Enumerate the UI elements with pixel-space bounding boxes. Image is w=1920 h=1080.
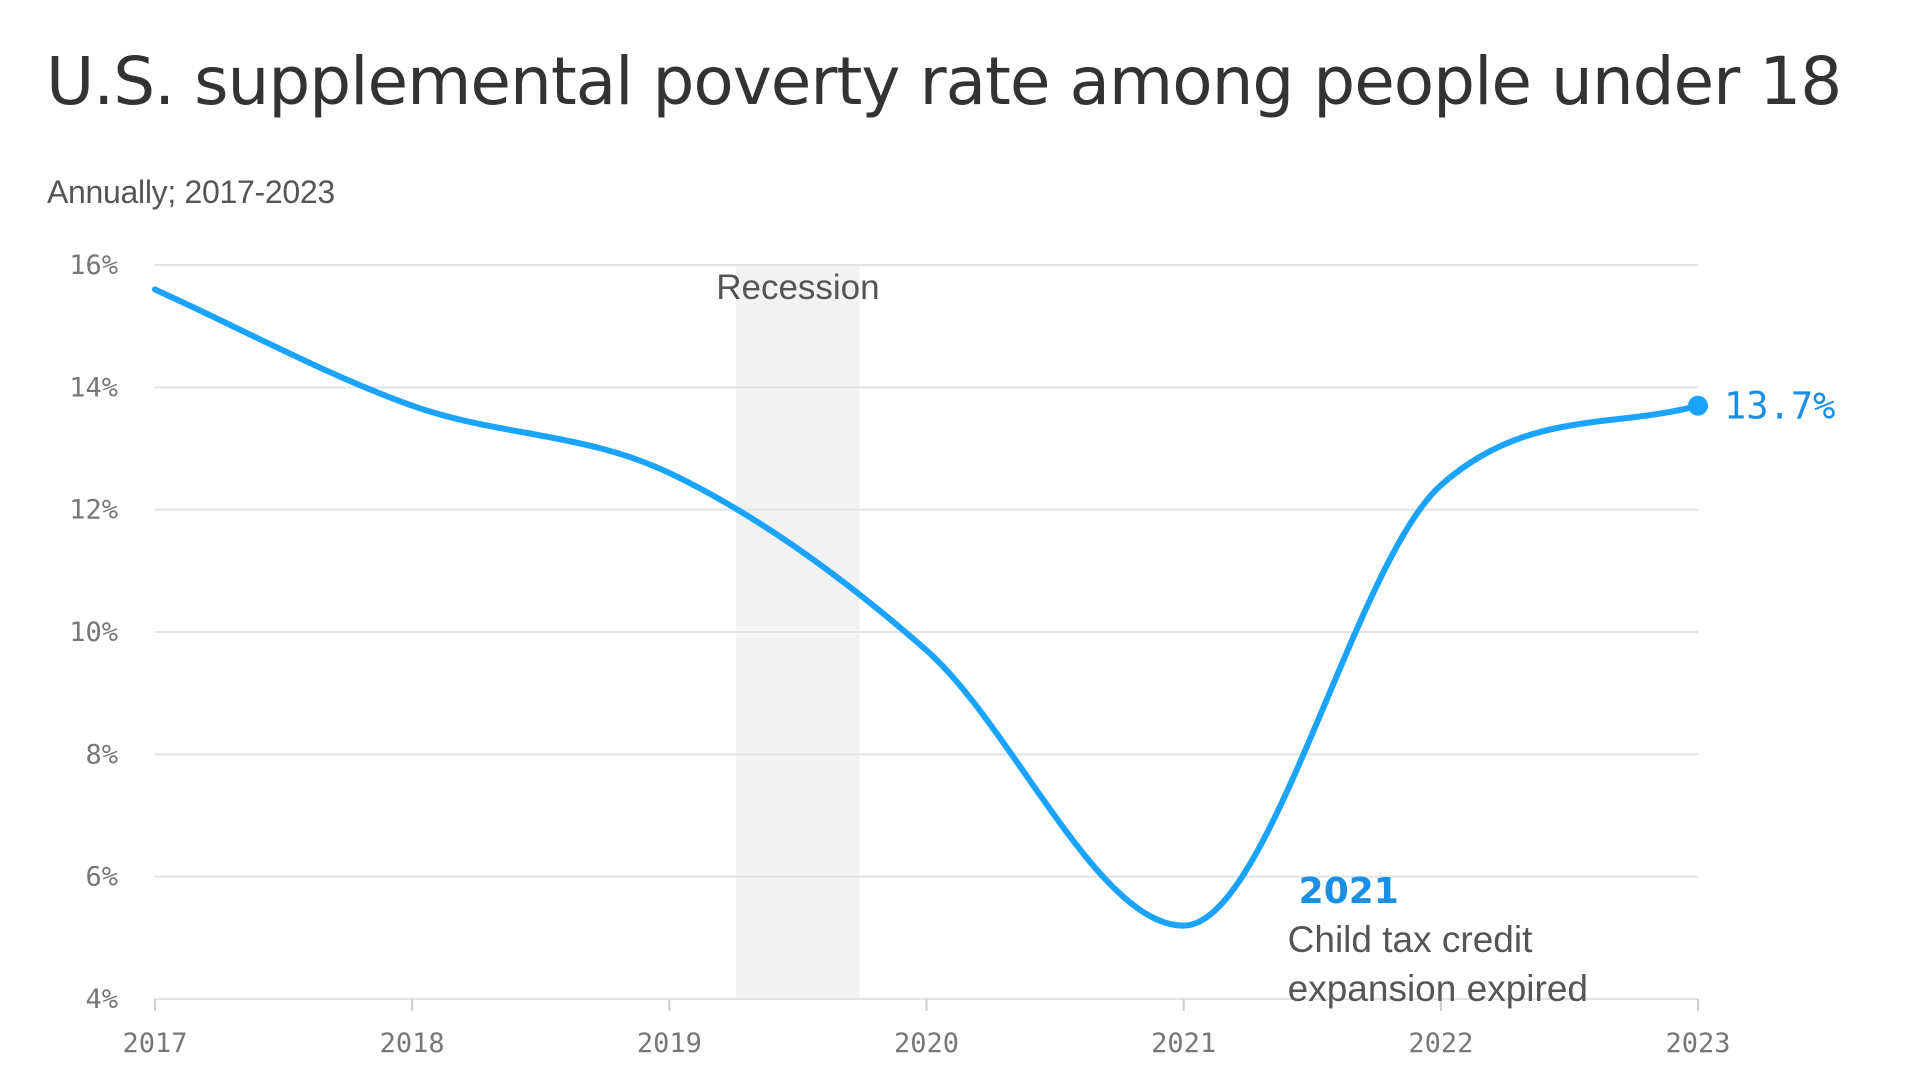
y-tick-label: 4% [85, 984, 118, 1015]
grid-layer [155, 264, 1698, 1000]
x-tick-label: 2019 [637, 1028, 702, 1059]
y-tick-label: 6% [85, 862, 118, 893]
x-tick-label: 2021 [1151, 1028, 1216, 1059]
y-tick-label: 10% [69, 617, 118, 648]
series-layer [152, 286, 1708, 929]
end-point-marker [1688, 395, 1708, 416]
end-value-label: 13.7% [1724, 385, 1835, 428]
y-tick-label: 14% [69, 372, 118, 403]
y-tick-label: 16% [69, 250, 118, 281]
y-tick-label: 8% [85, 739, 118, 770]
x-tick-label: 2018 [380, 1028, 445, 1059]
label-layer: Recession 13.7% 2021 Child tax credit expans… [716, 268, 1835, 1009]
x-tick-label: 2023 [1665, 1028, 1730, 1059]
x-tick-label: 2022 [1408, 1028, 1473, 1059]
x-tick-label: 2017 [122, 1028, 187, 1059]
axis-layer: 4% 6% 8% 10% 12% 14% 16% 2017 2018 2019 2020 2021 20… [69, 250, 1730, 1059]
annotation-text: expansion expired [1288, 968, 1588, 1009]
annotation-year: 2021 [1299, 871, 1399, 912]
chart-title: U.S. supplemental poverty rate among peo… [46, 43, 1842, 120]
chart-subtitle: Annually; 2017-2023 [47, 174, 335, 210]
annotation-text: Child tax credit [1288, 919, 1533, 960]
series-line [152, 286, 1701, 929]
recession-label: Recession [716, 268, 879, 307]
x-tick-label: 2020 [894, 1028, 959, 1059]
y-tick-label: 12% [69, 495, 118, 526]
